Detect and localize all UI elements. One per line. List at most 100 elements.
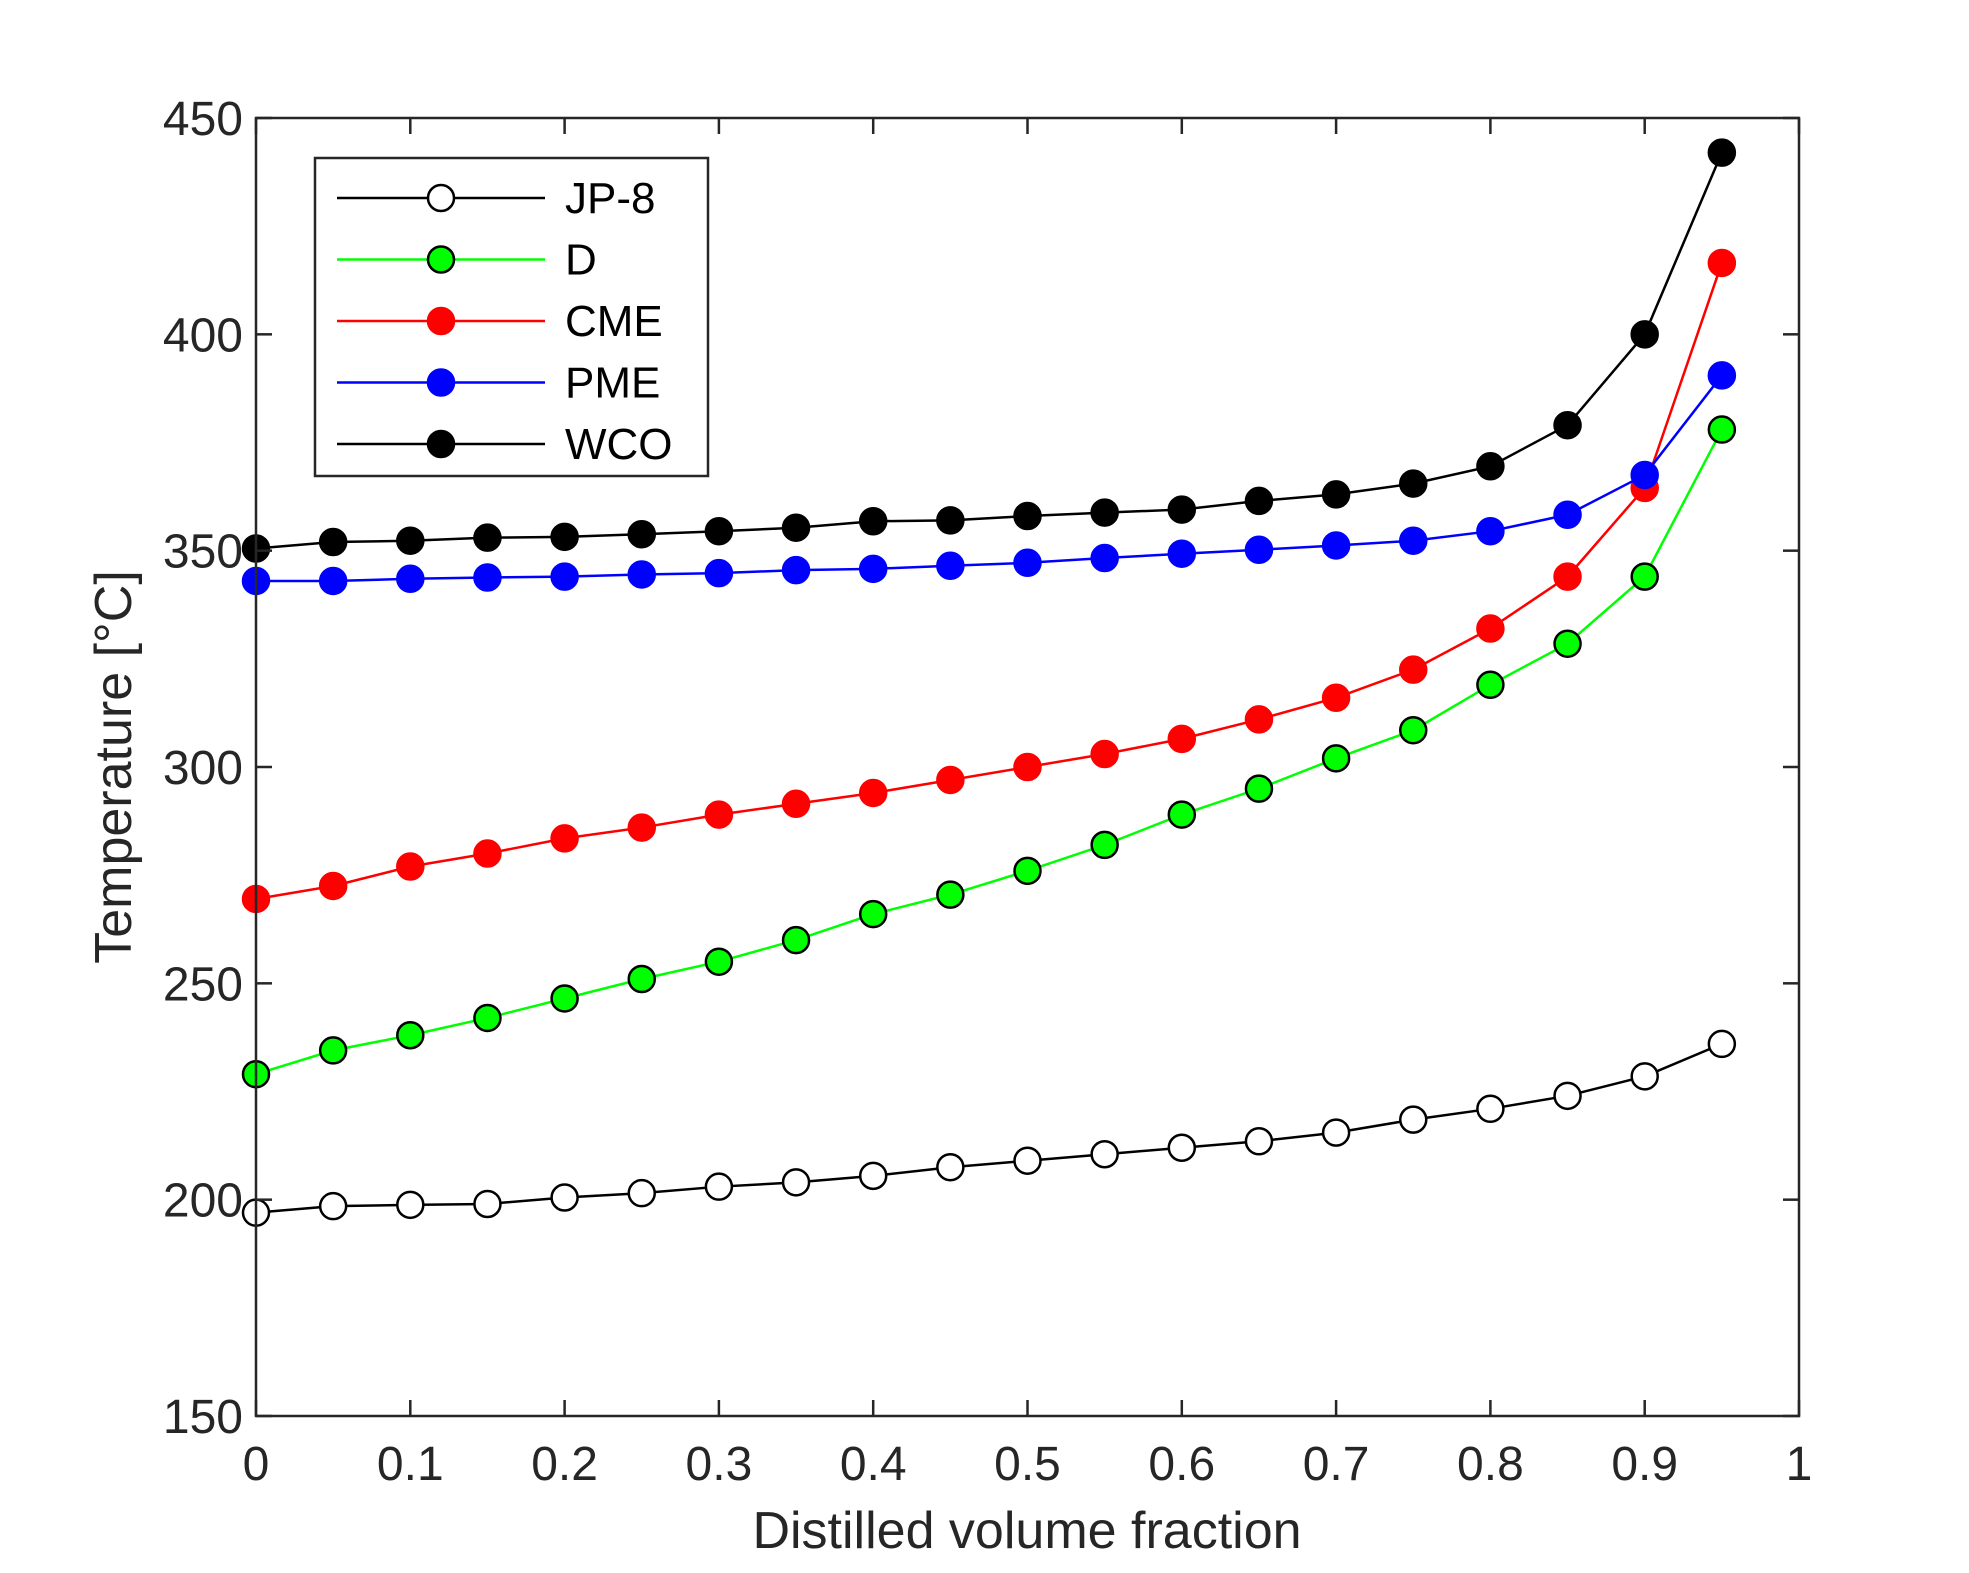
legend-marker (426, 429, 456, 459)
x-tick-label: 0.9 (1611, 1438, 1678, 1491)
data-point (1476, 614, 1505, 643)
data-point (1013, 501, 1042, 531)
data-point (1167, 800, 1197, 829)
x-axis-label: Distilled volume fraction (752, 1502, 1301, 1560)
data-point (858, 899, 888, 929)
data-point (627, 813, 656, 842)
data-point (936, 506, 965, 535)
data-point (318, 566, 348, 596)
x-tick-label: 1 (1786, 1438, 1813, 1491)
data-point (704, 516, 734, 546)
legend-box (313, 156, 710, 478)
data-point (318, 1036, 348, 1065)
data-point (858, 778, 888, 808)
data-point (318, 527, 348, 557)
legend-marker (426, 245, 456, 274)
data-point (1321, 1118, 1351, 1147)
y-tick-label: 450 (163, 93, 243, 146)
data-point (1167, 724, 1197, 754)
data-point (396, 564, 425, 594)
legend-marker (426, 368, 456, 397)
legend-item-wco: WCO (337, 420, 673, 469)
data-point (1399, 655, 1428, 684)
data-point (858, 1161, 888, 1191)
data-point (781, 925, 811, 955)
legend-item-jp-8: JP-8 (337, 174, 655, 223)
data-point (1553, 500, 1582, 530)
data-point (1476, 516, 1505, 546)
series-d (241, 415, 1737, 1089)
data-point (396, 526, 425, 555)
data-point (1013, 856, 1042, 886)
data-point (1707, 138, 1737, 167)
data-point (1244, 535, 1274, 565)
data-point (627, 1178, 656, 1208)
data-point (936, 880, 965, 909)
data-point (550, 522, 579, 552)
x-axis: 0 0.1 0.2 0.3 0.4 0.5 0.6 0.7 0.8 0.9 1 (243, 118, 1813, 1491)
data-point (781, 513, 811, 542)
data-point (473, 1003, 502, 1033)
data-point (858, 506, 888, 536)
data-point (781, 1168, 811, 1197)
x-tick-label: 0 (243, 1438, 270, 1491)
series-wco (241, 138, 1737, 563)
data-point (1553, 1081, 1582, 1111)
data-point (1553, 410, 1582, 440)
data-point (1244, 486, 1274, 516)
data-point (1399, 469, 1428, 498)
legend-label: JP-8 (565, 174, 655, 223)
legend-label: WCO (565, 420, 673, 469)
y-tick-label: 250 (163, 958, 243, 1011)
y-axis-label: Temperature [°C] (85, 570, 143, 964)
data-point (1321, 744, 1351, 773)
data-point (1630, 1062, 1659, 1091)
data-point (627, 519, 656, 549)
x-tick-label: 0.8 (1457, 1438, 1524, 1491)
legend: JP-8 D CME PME WCO (313, 156, 710, 478)
y-tick-label: 400 (163, 309, 243, 362)
legend-label: CME (565, 297, 663, 346)
data-point (550, 984, 579, 1013)
x-tick-label: 0.1 (377, 1438, 444, 1491)
data-point (704, 947, 734, 976)
data-point (396, 1190, 425, 1220)
data-point (318, 871, 348, 901)
data-point (1630, 562, 1659, 591)
data-point (627, 560, 656, 589)
data-point (1167, 495, 1197, 524)
series-cme (241, 248, 1737, 914)
x-tick-label: 0.4 (840, 1438, 907, 1491)
data-point (1167, 539, 1197, 568)
data-point (550, 1183, 579, 1212)
y-tick-label: 350 (163, 526, 243, 579)
data-point (318, 1191, 348, 1221)
data-point (704, 558, 734, 588)
data-point (1399, 526, 1428, 555)
data-point (936, 1152, 965, 1182)
x-tick-label: 0.5 (994, 1438, 1061, 1491)
data-point (1321, 531, 1351, 560)
series-pme (241, 361, 1737, 596)
legend-marker (426, 183, 456, 213)
data-point (473, 563, 502, 592)
data-point (704, 1172, 734, 1201)
data-point (1090, 543, 1119, 573)
data-point (1167, 1133, 1197, 1162)
data-point (1090, 1139, 1119, 1169)
data-point (1090, 739, 1119, 769)
data-point (1090, 498, 1119, 527)
legend-marker (426, 306, 456, 336)
data-point (1476, 452, 1505, 481)
data-point (396, 1021, 425, 1050)
y-axis: 150 200 250 300 350 400 450 (163, 93, 1799, 1444)
data-point (936, 551, 965, 581)
y-tick-label: 300 (163, 742, 243, 795)
data-point (550, 562, 579, 591)
data-point (1013, 548, 1042, 578)
data-point (936, 765, 965, 795)
data-point (1476, 1094, 1505, 1124)
data-point (1630, 320, 1659, 349)
data-point (1707, 1029, 1737, 1059)
